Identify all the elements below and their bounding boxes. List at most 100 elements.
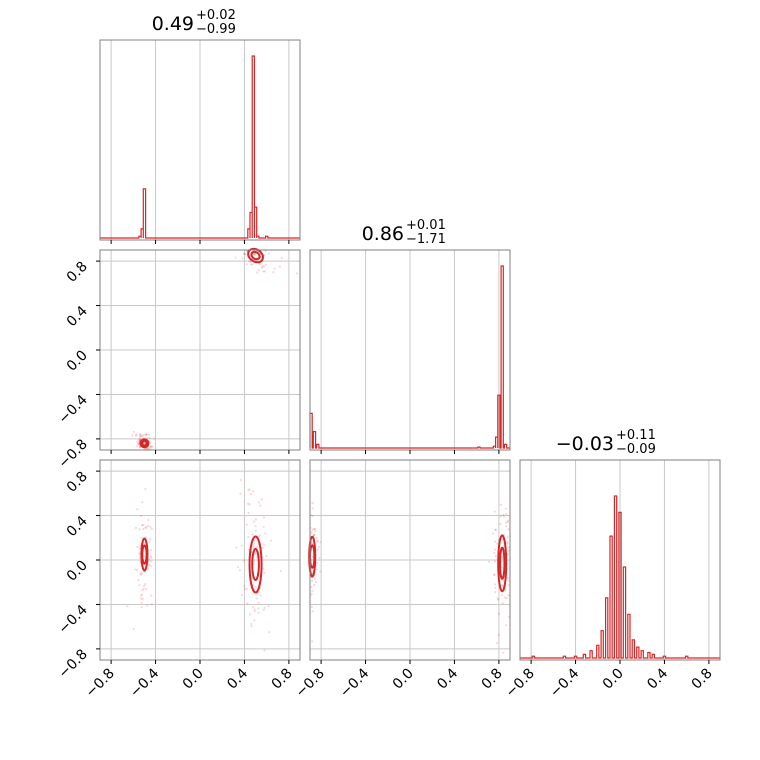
sample-point	[255, 597, 258, 600]
sample-point	[141, 589, 144, 592]
sample-point	[310, 605, 313, 609]
sample-point	[145, 587, 148, 591]
sample-point	[139, 435, 142, 438]
x-tick-label: 0.4	[434, 665, 461, 692]
sample-point	[140, 601, 143, 604]
sample-point	[507, 584, 510, 587]
sample-point	[138, 437, 141, 440]
sample-point	[257, 611, 260, 614]
sample-point	[311, 507, 314, 510]
panel-2-0	[96, 459, 301, 664]
sample-point	[136, 545, 139, 549]
sample-point	[261, 546, 264, 549]
panel-2-2	[519, 459, 721, 664]
y-tick-label: 0.0	[64, 348, 91, 375]
density-contour	[250, 250, 261, 261]
sample-point	[315, 568, 318, 571]
sample-point	[272, 271, 275, 274]
sample-point	[149, 565, 152, 568]
sample-point	[150, 556, 153, 559]
sample-point	[140, 573, 143, 576]
sample-point	[126, 605, 129, 608]
sample-point	[142, 523, 145, 527]
sample-point	[250, 625, 253, 628]
sample-point	[505, 596, 508, 600]
x-tick-labels-1: −0.8 −0.4 0.0 0.4 0.8	[293, 665, 506, 700]
sample-point	[242, 559, 246, 562]
sample-point	[135, 445, 138, 448]
sample-point	[503, 596, 506, 599]
sample-point	[314, 530, 317, 533]
x-tick-label: −0.8	[293, 666, 328, 701]
y-tick-label: 0.4	[64, 513, 91, 540]
sample-point	[140, 597, 143, 600]
y-tick-label: 0.0	[64, 558, 91, 585]
y-tick-label: −0.4	[55, 392, 90, 427]
sample-point	[493, 573, 496, 576]
sample-point	[313, 527, 316, 531]
sample-point	[255, 271, 259, 274]
sample-point	[316, 561, 319, 564]
sample-point	[142, 527, 145, 531]
sample-point	[243, 588, 246, 591]
sample-point	[139, 435, 143, 438]
sample-point	[312, 533, 316, 536]
sample-point	[251, 263, 254, 266]
sample-point	[260, 498, 263, 501]
sample-point	[137, 443, 140, 446]
panel-title-2: 0.86 +0.01−1.71	[362, 218, 446, 247]
sample-point	[143, 555, 146, 558]
sample-point	[252, 520, 256, 523]
sample-point	[261, 266, 264, 269]
sample-point	[140, 536, 143, 539]
sample-point	[506, 519, 510, 522]
sample-point	[254, 529, 257, 532]
sample-point	[280, 256, 283, 260]
sample-point	[243, 585, 246, 588]
sample-point	[497, 634, 500, 637]
sample-point	[258, 262, 262, 266]
x-tick-label: 0.4	[224, 665, 251, 692]
sample-point	[499, 503, 503, 506]
sample-point	[251, 533, 254, 536]
sample-point	[265, 554, 268, 558]
sample-point	[239, 478, 242, 482]
sample-point	[240, 544, 243, 547]
title-median: 0.86	[362, 223, 404, 245]
sample-point	[507, 528, 510, 531]
sample-point	[494, 586, 497, 589]
sample-point	[506, 553, 509, 556]
sample-point	[139, 573, 142, 576]
sample-point	[250, 622, 253, 626]
sample-point	[251, 545, 255, 548]
x-tick-label: −0.4	[127, 665, 162, 700]
density-contour	[251, 547, 260, 582]
sample-point	[319, 541, 322, 544]
sample-point	[145, 604, 149, 607]
sample-point	[140, 514, 143, 518]
sample-point	[263, 606, 266, 609]
sample-point	[149, 445, 153, 448]
sample-point	[139, 594, 142, 597]
sample-point	[310, 592, 313, 595]
sample-point	[150, 527, 153, 530]
sample-point	[235, 546, 238, 549]
sample-point	[310, 585, 313, 589]
sample-point	[493, 560, 497, 563]
sample-point	[310, 579, 314, 583]
sample-point	[150, 445, 153, 448]
sample-point	[254, 553, 257, 556]
panel-title-3: −0.03 +0.11−0.09	[556, 428, 656, 457]
sample-point	[135, 434, 138, 437]
sample-point	[132, 627, 135, 631]
sample-point	[150, 594, 153, 597]
sample-point	[148, 538, 152, 541]
sample-point	[149, 441, 152, 444]
x-tick-label: 0.8	[689, 666, 716, 693]
panel-1-1	[309, 249, 511, 454]
panel-1-0	[96, 247, 301, 454]
sample-point	[501, 557, 504, 560]
sample-point	[145, 433, 148, 436]
sample-point	[147, 447, 150, 450]
sample-point	[144, 487, 147, 490]
